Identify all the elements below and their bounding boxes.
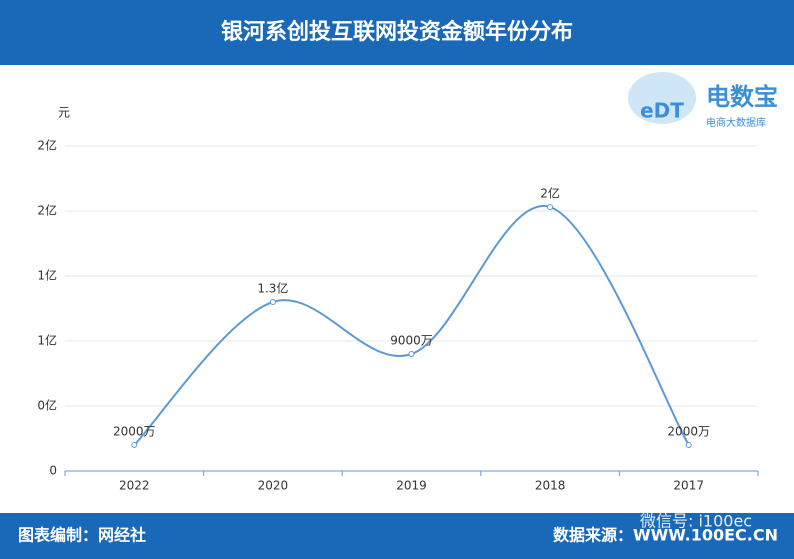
logo-tagline: 电商大数据库 <box>706 116 766 129</box>
x-tick-label: 2018 <box>535 479 566 493</box>
x-tick-label: 2017 <box>673 479 704 493</box>
x-tick-label: 2022 <box>119 479 150 493</box>
y-tick-label: 0亿 <box>37 398 57 413</box>
value-label: 2000万 <box>113 425 156 439</box>
y-tick-label: 2亿 <box>37 138 57 153</box>
y-tick-label: 1亿 <box>37 268 57 283</box>
x-tick-label: 2020 <box>258 479 289 493</box>
watermark: 微信号: i100ec <box>640 512 752 531</box>
point <box>408 351 415 357</box>
y-axis-label: 元 <box>58 106 70 120</box>
point <box>131 442 138 448</box>
value-label: 1.3亿 <box>257 281 288 296</box>
x-tick-label: 2019 <box>396 479 427 493</box>
footer-right: 数据来源：WWW.100EC.CN <box>553 526 778 545</box>
footer-left: 图表编制：网经社 <box>18 526 146 545</box>
header-bar <box>0 0 794 65</box>
y-tick-label: 1亿 <box>37 333 57 348</box>
point <box>547 204 554 211</box>
point <box>685 442 692 448</box>
value-label: 2000万 <box>667 425 710 439</box>
footer-bar <box>0 513 794 559</box>
chart-title: 银河系创投互联网投资金额年份分布 <box>221 19 573 45</box>
y-tick-label: 0 <box>49 464 57 478</box>
logo-mark: eDT <box>640 99 684 123</box>
logo-name: 电数宝 <box>706 83 778 111</box>
y-tick-label: 2亿 <box>37 203 57 218</box>
point <box>269 299 276 305</box>
logo-cloud <box>628 72 696 124</box>
value-label: 2亿 <box>540 186 560 201</box>
value-label: 9000万 <box>390 334 433 348</box>
line <box>133 205 690 446</box>
logo: eDT 电数宝 电商大数据库 <box>628 72 778 129</box>
